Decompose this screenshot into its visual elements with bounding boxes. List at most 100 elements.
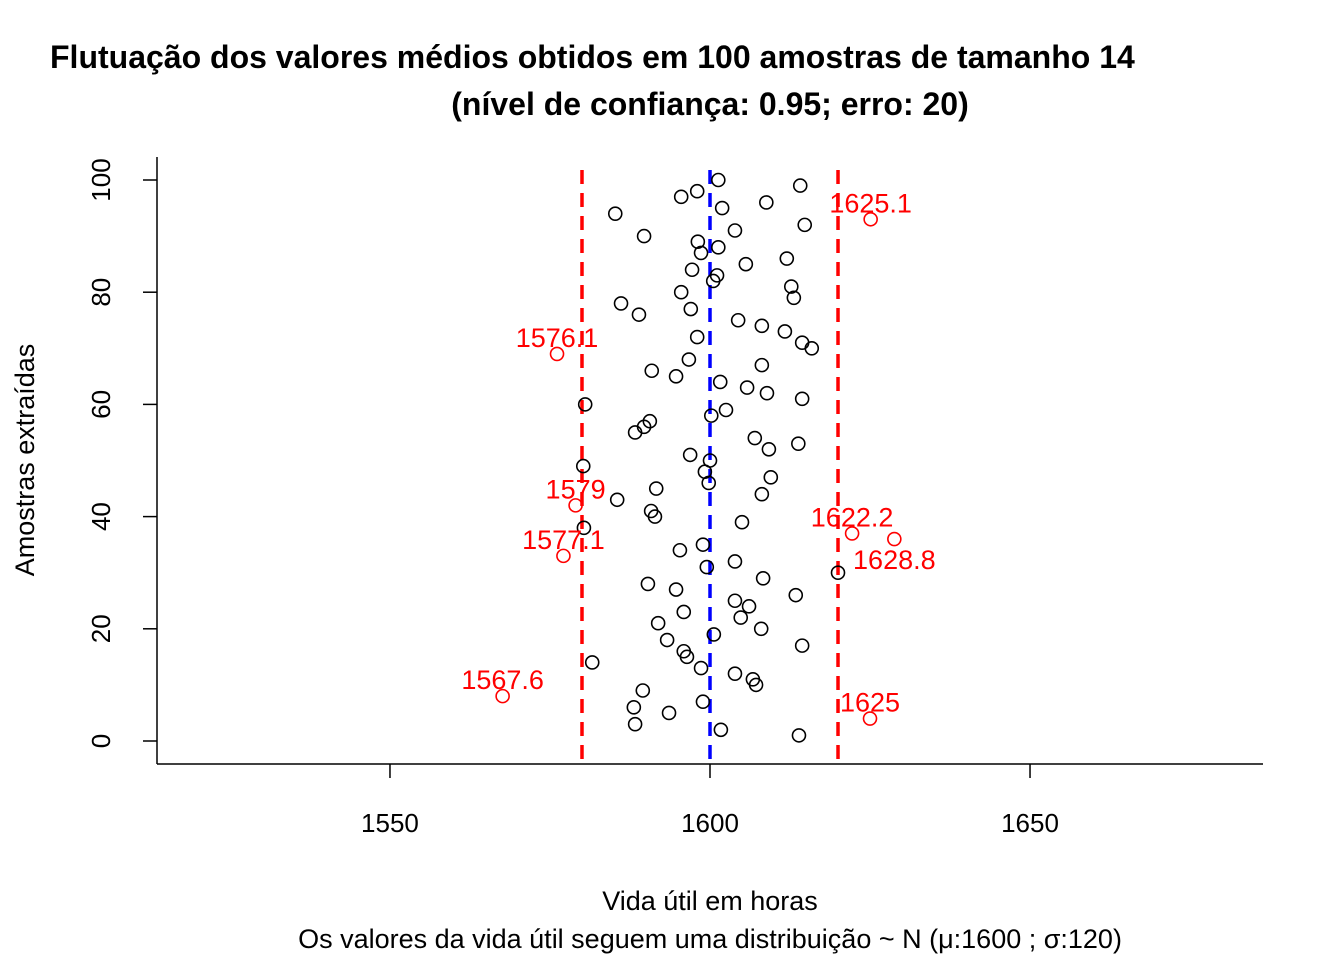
y-axis-label: Amostras extraídas bbox=[10, 344, 40, 577]
data-point bbox=[695, 537, 711, 552]
data-point bbox=[575, 458, 591, 474]
data-point bbox=[788, 587, 804, 603]
data-point bbox=[718, 402, 734, 418]
data-point bbox=[681, 352, 697, 367]
data-point bbox=[584, 655, 600, 670]
data-point bbox=[676, 604, 692, 620]
data-point bbox=[495, 688, 510, 704]
data-point bbox=[783, 279, 799, 294]
data-point bbox=[640, 576, 656, 592]
data-point bbox=[739, 380, 755, 395]
data-point bbox=[714, 200, 730, 216]
point-label: 1625.1 bbox=[829, 188, 912, 218]
data-point bbox=[745, 671, 761, 687]
data-point bbox=[791, 436, 806, 451]
data-point bbox=[668, 582, 684, 597]
data-point bbox=[792, 178, 808, 193]
y-tick-label: 60 bbox=[86, 390, 116, 419]
data-point bbox=[636, 228, 652, 244]
data-point bbox=[627, 716, 643, 732]
data-point bbox=[779, 251, 795, 266]
data-point bbox=[734, 514, 750, 530]
data-point bbox=[741, 599, 757, 614]
chart-title-line-1: Flutuação dos valores médios obtidos em … bbox=[50, 39, 1135, 75]
x-tick-label: 1650 bbox=[1001, 808, 1059, 838]
data-point bbox=[668, 369, 684, 384]
data-point bbox=[626, 700, 642, 715]
data-point bbox=[730, 312, 746, 328]
data-point bbox=[727, 666, 743, 681]
data-point bbox=[711, 172, 726, 188]
data-point bbox=[609, 492, 625, 508]
point-label: 1625 bbox=[840, 688, 900, 718]
y-tick-label: 100 bbox=[86, 158, 116, 201]
data-point bbox=[786, 290, 802, 306]
data-point bbox=[577, 397, 593, 412]
data-point bbox=[791, 728, 807, 743]
data-point bbox=[727, 223, 743, 238]
data-point bbox=[863, 211, 878, 227]
data-point bbox=[661, 705, 677, 721]
chart-title-line-2: (nível de confiança: 0.95; erro: 20) bbox=[451, 86, 969, 122]
data-point bbox=[673, 284, 689, 300]
point-label: 1576.1 bbox=[516, 323, 599, 353]
data-point bbox=[754, 486, 770, 502]
data-point bbox=[755, 571, 771, 586]
point-label: 1567.6 bbox=[461, 665, 544, 695]
data-point bbox=[676, 643, 692, 659]
point-label: 1628.8 bbox=[853, 545, 936, 575]
point-label: 1579 bbox=[546, 474, 606, 504]
data-point bbox=[727, 554, 743, 569]
data-point bbox=[648, 481, 664, 496]
data-point bbox=[754, 318, 770, 334]
data-point bbox=[613, 296, 629, 311]
data-point bbox=[712, 374, 728, 390]
point-label: 1577.1 bbox=[522, 525, 605, 555]
data-point bbox=[738, 256, 754, 272]
data-point bbox=[711, 240, 726, 255]
data-point bbox=[689, 329, 705, 345]
data-point bbox=[763, 470, 779, 485]
data-point bbox=[556, 548, 571, 564]
data-point bbox=[862, 711, 878, 726]
x-tick-label: 1550 bbox=[361, 808, 419, 838]
data-point bbox=[804, 341, 820, 356]
data-point bbox=[830, 565, 846, 580]
data-point bbox=[759, 385, 775, 401]
point-label: 1622.2 bbox=[811, 502, 894, 532]
data-point bbox=[794, 335, 810, 350]
data-point bbox=[693, 245, 709, 261]
data-point bbox=[794, 391, 810, 407]
data-point bbox=[733, 610, 749, 625]
data-point bbox=[635, 683, 651, 698]
data-point bbox=[706, 627, 722, 642]
data-point bbox=[709, 268, 725, 283]
data-point bbox=[844, 526, 860, 541]
data-point bbox=[794, 638, 810, 653]
x-axis-label: Vida útil em horas bbox=[602, 886, 818, 916]
data-point bbox=[682, 447, 698, 463]
data-point bbox=[759, 195, 774, 210]
data-point bbox=[695, 694, 711, 710]
data-point bbox=[631, 307, 647, 322]
data-point bbox=[777, 324, 793, 339]
y-tick-label: 0 bbox=[86, 734, 116, 748]
data-point bbox=[703, 408, 719, 423]
data-point bbox=[672, 542, 688, 558]
data-point bbox=[754, 357, 770, 373]
data-point bbox=[650, 615, 666, 631]
data-point bbox=[644, 363, 660, 379]
y-tick-label: 80 bbox=[86, 278, 116, 307]
data-point bbox=[747, 430, 763, 446]
data-point bbox=[673, 189, 689, 205]
data-point bbox=[576, 520, 592, 536]
data-point bbox=[549, 346, 565, 362]
data-point bbox=[659, 632, 675, 648]
data-point bbox=[727, 593, 743, 609]
data-point bbox=[643, 503, 659, 519]
data-point bbox=[683, 301, 699, 317]
chart-subtitle: Os valores da vida útil seguem uma distr… bbox=[298, 924, 1122, 954]
data-point bbox=[690, 234, 706, 250]
data-point bbox=[642, 413, 658, 429]
y-tick-label: 40 bbox=[86, 502, 116, 531]
